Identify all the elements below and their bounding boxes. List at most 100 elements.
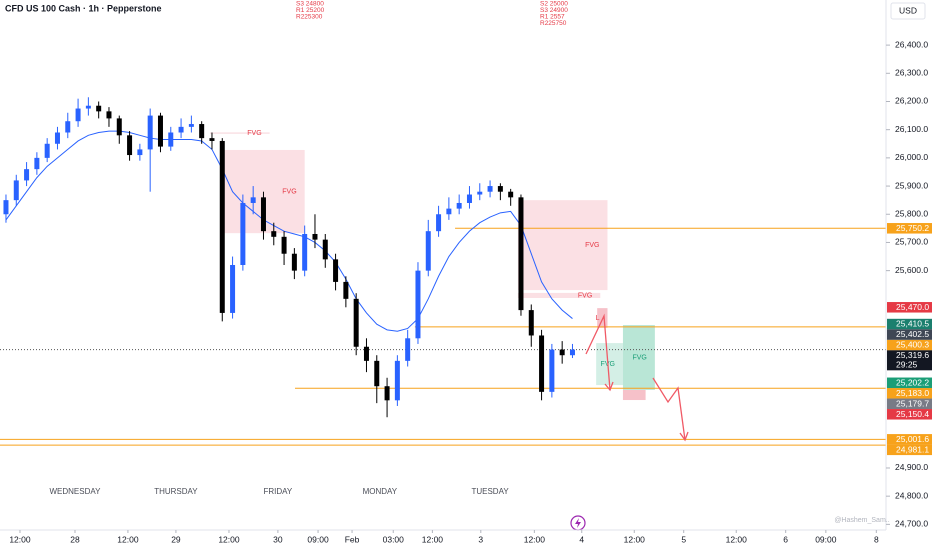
candle-body <box>240 202 246 265</box>
day-label: MONDAY <box>363 487 398 496</box>
day-label: FRIDAY <box>264 487 293 496</box>
candles <box>3 97 575 418</box>
price-tag-label: 25,179.7 <box>896 398 929 408</box>
candle-body <box>106 111 112 119</box>
event-bolt <box>575 518 581 528</box>
chart-title: CFD US 100 Cash · 1h · Pepperstone <box>5 3 162 13</box>
x-tick-label: 12:00 <box>422 534 444 544</box>
annotation: S3 24800 <box>296 1 324 8</box>
x-tick-label: 3 <box>478 534 483 544</box>
candle-body <box>291 253 297 271</box>
candle-body <box>147 115 153 150</box>
day-label: TUESDAY <box>471 487 509 496</box>
day-label: WEDNESDAY <box>49 487 101 496</box>
arrow <box>585 313 611 391</box>
price-tag-label: 25,319.6 <box>896 350 929 360</box>
y-tick-label: 26,300.0 <box>895 68 928 78</box>
y-tick-label: 26,000.0 <box>895 152 928 162</box>
zone-label: FVG <box>632 354 646 361</box>
candle-body <box>456 202 462 209</box>
candle-body <box>322 239 328 260</box>
candle-body <box>497 186 503 192</box>
x-tick-label: 4 <box>579 534 584 544</box>
price-tag <box>887 329 932 340</box>
candle-body <box>250 197 256 203</box>
price-tag <box>887 398 932 410</box>
candle-body <box>116 118 122 136</box>
price-tag-label: 25,750.2 <box>896 223 929 233</box>
annotation: R225750 <box>540 20 567 27</box>
price-tag <box>887 318 932 330</box>
candle-body <box>559 349 565 356</box>
moving-average <box>5 130 573 332</box>
x-tick-label: 30 <box>273 534 283 544</box>
price-tag <box>887 434 932 445</box>
candle-body <box>13 180 19 201</box>
zone-label: L <box>596 315 600 322</box>
price-tag-label: 25,410.5 <box>896 319 929 329</box>
zone <box>209 132 270 134</box>
candle-body <box>374 360 380 387</box>
currency: USD <box>899 5 917 15</box>
candle-body <box>65 121 71 133</box>
candle-body <box>281 236 287 254</box>
candle-body <box>137 149 143 156</box>
y-tick-label: 24,800.0 <box>895 490 928 500</box>
price-tag-label: 25,183.0 <box>896 388 929 398</box>
currency-box[interactable] <box>890 2 926 20</box>
candle-body <box>127 135 133 156</box>
candle-body <box>425 231 431 271</box>
x-tick-label: 12:00 <box>624 534 646 544</box>
x-tick-label: Feb <box>345 534 360 544</box>
candle-body <box>549 349 555 392</box>
zone-label: FVG <box>247 130 261 137</box>
candle-body <box>260 197 266 232</box>
candle-body <box>446 208 452 215</box>
x-tick-label: 8 <box>874 534 879 544</box>
price-tag-label: 24,981.1 <box>896 444 929 454</box>
zone-label: FVG <box>282 188 296 195</box>
levels <box>0 227 886 446</box>
x-tick-label: 09:00 <box>307 534 329 544</box>
candle-body <box>363 346 369 361</box>
x-tick-label: 03:00 <box>383 534 405 544</box>
candle-body <box>518 197 524 311</box>
price-tag-label: 25,470.0 <box>896 302 929 312</box>
arrow-head <box>679 431 689 442</box>
price-tag <box>887 302 932 313</box>
candle-body <box>302 233 308 271</box>
annotation: R225300 <box>296 14 323 21</box>
x-tick-label: 28 <box>70 534 80 544</box>
y-tick-label: 24,700.0 <box>895 519 928 529</box>
zone <box>622 389 646 401</box>
candle-body <box>528 310 534 336</box>
price-tag <box>887 444 932 456</box>
price-axis <box>886 0 932 550</box>
x-tick-label: 29 <box>171 534 181 544</box>
x-tick-label: 6 <box>783 534 788 544</box>
candle-body <box>539 335 545 392</box>
candle-body <box>384 386 390 401</box>
price-tag <box>887 388 932 399</box>
candle-body <box>271 231 277 237</box>
axes: 26,400.0 26,300.0 26,200.0 26,100.0 26,000.0… <box>9 39 932 544</box>
x-tick-label: 12:00 <box>218 534 240 544</box>
candle-body <box>312 233 318 240</box>
candle-body <box>353 298 359 347</box>
candle-body <box>508 191 514 198</box>
price-tag-label: 25,202.2 <box>896 377 929 387</box>
x-tick-label: 12:00 <box>726 534 748 544</box>
price-tag-label: 25,402.5 <box>896 329 929 339</box>
candle-body <box>569 349 575 356</box>
candle-body <box>209 138 215 141</box>
price-tag-label: 25,400.3 <box>896 340 929 350</box>
y-tick-label: 25,800.0 <box>895 209 928 219</box>
y-tick-label: 25,700.0 <box>895 237 928 247</box>
y-tick-label: 26,100.0 <box>895 124 928 134</box>
arrow-head <box>604 381 614 392</box>
price-tag-label: 25,150.4 <box>896 409 929 419</box>
candle-body <box>188 124 194 127</box>
